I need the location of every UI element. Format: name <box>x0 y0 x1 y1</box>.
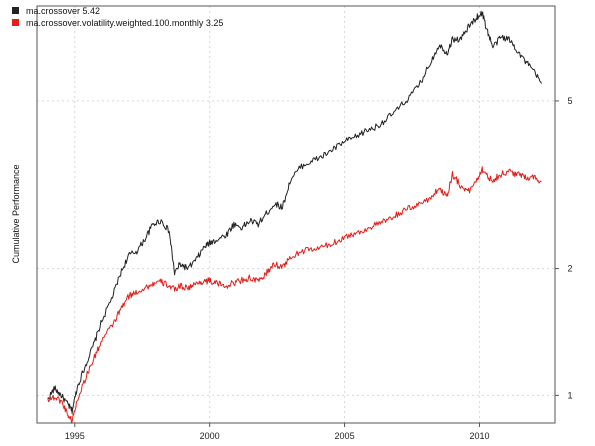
grid-lines <box>37 6 555 423</box>
x-axis: 1995 2000 2005 2010 <box>65 423 489 441</box>
legend-label-ma-crossover: ma.crossover 5.42 <box>26 6 100 16</box>
legend-swatch-ma-crossover-volatility-weighted <box>12 19 19 26</box>
legend: ma.crossover 5.42 ma.crossover.volatilit… <box>12 6 223 28</box>
x-tick-label: 2010 <box>469 431 489 441</box>
y-tick-label: 2 <box>567 264 572 274</box>
series-line-ma-crossover <box>47 10 542 414</box>
y-axis: 1 2 5 <box>555 96 573 400</box>
series-lines <box>47 10 542 424</box>
y-tick-label: 1 <box>567 390 572 400</box>
legend-swatch-ma-crossover <box>12 7 19 14</box>
plot-frame <box>36 5 556 424</box>
legend-label-ma-crossover-volatility-weighted: ma.crossover.volatility.weighted.100.mon… <box>26 18 223 28</box>
x-tick-label: 2005 <box>335 431 355 441</box>
series-line-ma-crossover-volatility-weighted <box>47 166 542 424</box>
y-tick-label: 5 <box>567 96 572 106</box>
x-tick-label: 2000 <box>200 431 220 441</box>
x-tick-label: 1995 <box>65 431 85 441</box>
y-axis-label: Cumulative Performance <box>11 164 21 263</box>
